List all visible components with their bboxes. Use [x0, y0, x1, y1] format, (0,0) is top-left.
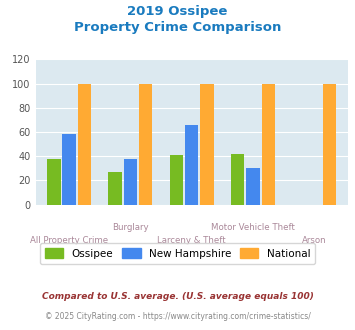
Bar: [323, 83, 336, 205]
Text: Burglary: Burglary: [112, 223, 149, 232]
Text: Compared to U.S. average. (U.S. average equals 100): Compared to U.S. average. (U.S. average …: [42, 292, 313, 301]
Bar: [200, 83, 214, 205]
Bar: [185, 125, 198, 205]
Bar: [262, 83, 275, 205]
Bar: [108, 172, 122, 205]
Bar: [246, 168, 260, 205]
Bar: [78, 83, 91, 205]
Text: All Property Crime: All Property Crime: [30, 236, 108, 245]
Text: Arson: Arson: [302, 236, 327, 245]
Bar: [47, 159, 61, 205]
Bar: [170, 155, 183, 205]
Legend: Ossipee, New Hampshire, National: Ossipee, New Hampshire, National: [39, 243, 316, 264]
Bar: [231, 154, 244, 205]
Text: Property Crime Comparison: Property Crime Comparison: [74, 21, 281, 34]
Bar: [139, 83, 153, 205]
Text: 2019 Ossipee: 2019 Ossipee: [127, 5, 228, 18]
Text: Larceny & Theft: Larceny & Theft: [157, 236, 226, 245]
Bar: [124, 159, 137, 205]
Bar: [62, 134, 76, 205]
Text: Motor Vehicle Theft: Motor Vehicle Theft: [211, 223, 295, 232]
Text: © 2025 CityRating.com - https://www.cityrating.com/crime-statistics/: © 2025 CityRating.com - https://www.city…: [45, 312, 310, 321]
